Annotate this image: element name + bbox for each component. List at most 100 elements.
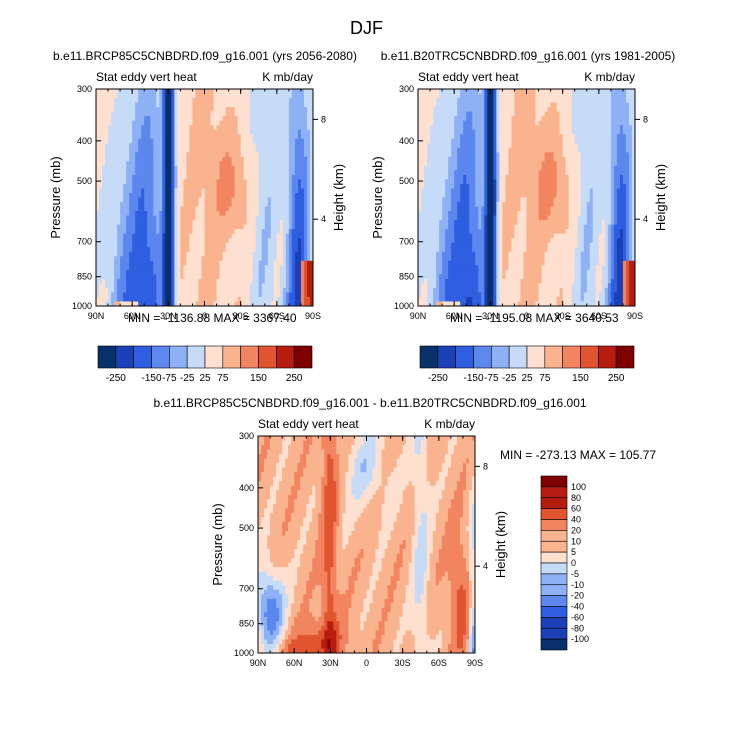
y-axis-title: Pressure (mb)	[48, 156, 63, 238]
x-tick-label: 90S	[627, 311, 643, 321]
colorbar-box	[540, 540, 568, 553]
x-tick-label: 60S	[591, 311, 607, 321]
x-tick-label: 0	[202, 311, 207, 321]
y-axis-title: Pressure (mb)	[210, 503, 225, 585]
y-tick-label: 400	[239, 483, 254, 493]
y2-axis-title: Height (km)	[493, 511, 508, 578]
y2-axis-title: Height (km)	[653, 164, 668, 231]
x-tick-label: 30S	[233, 311, 249, 321]
colorbar-label: -100	[571, 634, 589, 644]
colorbar-box	[508, 345, 528, 369]
colorbar-label: -60	[571, 612, 584, 622]
y-tick-label: 850	[399, 272, 414, 282]
panel-3-colorbar	[540, 475, 568, 651]
x-tick-label: 30N	[160, 311, 177, 321]
colorbar-box	[455, 345, 474, 369]
colorbar-box	[491, 345, 510, 369]
colorbar-label: -25	[180, 373, 195, 384]
x-tick-label: 90S	[467, 658, 483, 668]
colorbar-box	[276, 345, 295, 369]
y-tick-label: 700	[399, 237, 414, 247]
y-tick-label: 850	[239, 619, 254, 629]
colorbar-box	[540, 551, 568, 564]
colorbar-box	[598, 345, 617, 369]
panel-3-units-label: K mb/day	[424, 417, 475, 431]
colorbar-box	[540, 617, 568, 629]
y-tick-label: 1000	[394, 301, 414, 311]
colorbar-box	[169, 345, 188, 369]
colorbar-box	[222, 345, 241, 369]
y2-tick-label: 4	[483, 561, 488, 571]
colorbar-label: -20	[571, 591, 584, 601]
colorbar-box	[540, 584, 568, 596]
y2-tick-label: 8	[483, 461, 488, 471]
colorbar-box	[540, 497, 568, 509]
y-axis-title: Pressure (mb)	[370, 156, 385, 238]
panel-2-colorbar	[419, 345, 635, 369]
y-tick-label: 400	[77, 136, 92, 146]
colorbar-label: 100	[571, 482, 586, 492]
y-tick-label: 300	[77, 84, 92, 94]
y2-tick-label: 4	[321, 214, 326, 224]
x-tick-label: 90N	[250, 658, 267, 668]
panel-2-field	[418, 89, 636, 307]
colorbar-box	[97, 345, 117, 369]
y-tick-label: 1000	[72, 301, 92, 311]
colorbar-label: -150	[463, 373, 483, 384]
x-tick-label: 60S	[269, 311, 285, 321]
y-tick-label: 700	[239, 584, 254, 594]
panel-2-title: b.e11.B20TRC5CNBDRD.f09_g16.001 (yrs 198…	[380, 49, 676, 63]
x-tick-label: 60N	[286, 658, 303, 668]
colorbar-box	[615, 345, 635, 369]
figure-title: DJF	[350, 18, 383, 38]
colorbar-box	[540, 530, 568, 542]
panel-2-variable-label: Stat eddy vert heat	[418, 70, 519, 84]
colorbar-label: 75	[217, 373, 229, 384]
panel-1-title: b.e11.BRCP85C5CNBDRD.f09_g16.001 (yrs 20…	[53, 49, 357, 63]
y-tick-label: 700	[77, 237, 92, 247]
colorbar-box	[473, 345, 492, 369]
colorbar-label: -25	[502, 373, 517, 384]
colorbar-box	[293, 345, 313, 369]
x-tick-label: 30S	[555, 311, 571, 321]
panel-3-min-max: MIN = -273.13 MAX = 105.77	[500, 448, 657, 462]
y-tick-label: 500	[399, 176, 414, 186]
y-tick-label: 400	[399, 136, 414, 146]
colorbar-label: -10	[571, 580, 584, 590]
y-tick-label: 1000	[234, 648, 254, 658]
panel-1-variable-label: Stat eddy vert heat	[96, 70, 197, 84]
colorbar-label: 40	[571, 515, 581, 525]
colorbar-box	[258, 345, 277, 369]
colorbar-label: -150	[141, 373, 161, 384]
colorbar-box	[133, 345, 152, 369]
colorbar-label: 150	[572, 373, 589, 384]
y-tick-label: 500	[77, 176, 92, 186]
colorbar-label: 10	[571, 536, 581, 546]
colorbar-label: -75	[162, 373, 177, 384]
colorbar-box	[544, 345, 563, 369]
panel-1-colorbar	[97, 345, 313, 369]
colorbar-label: 250	[608, 373, 625, 384]
panel-1-min-max: MIN = -1136.88 MAX = 3367.40	[128, 311, 297, 325]
x-tick-label: 0	[364, 658, 369, 668]
y2-tick-label: 4	[643, 214, 648, 224]
panel-2-min-max: MIN = -1195.08 MAX = 3640.53	[450, 311, 619, 325]
colorbar-box	[419, 345, 439, 369]
colorbar-label: 150	[250, 373, 267, 384]
colorbar-box	[540, 627, 568, 640]
colorbar-label: 25	[199, 373, 211, 384]
x-tick-label: 30S	[395, 658, 411, 668]
y-tick-label: 300	[239, 431, 254, 441]
colorbar-label: -80	[571, 623, 584, 633]
colorbar-box	[540, 519, 568, 531]
panel-3-variable-label: Stat eddy vert heat	[258, 417, 359, 431]
colorbar-box	[540, 595, 568, 607]
x-tick-label: 60N	[124, 311, 141, 321]
colorbar-box	[540, 486, 568, 499]
colorbar-box	[580, 345, 599, 369]
colorbar-box	[540, 638, 568, 651]
x-tick-label: 90S	[305, 311, 321, 321]
colorbar-box	[540, 573, 568, 586]
y2-axis-title: Height (km)	[331, 164, 346, 231]
